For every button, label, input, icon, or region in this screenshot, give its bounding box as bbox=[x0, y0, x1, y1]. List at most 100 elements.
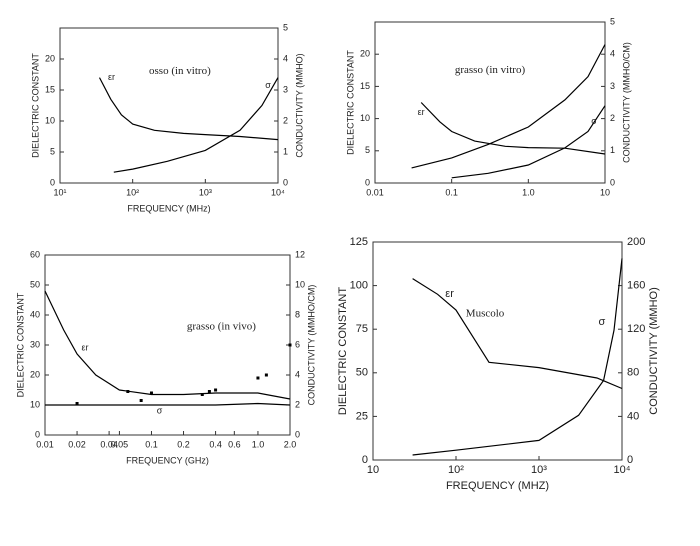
data-line bbox=[45, 402, 291, 406]
y2-tick-label: 8 bbox=[295, 309, 300, 319]
y-tick-label: 0 bbox=[50, 177, 55, 187]
data-point bbox=[214, 388, 218, 392]
x-tick-label: 0.6 bbox=[228, 439, 241, 449]
series-label: εr bbox=[108, 72, 115, 82]
y-axis-label: DIELECTRIC CONSTANT bbox=[30, 53, 40, 158]
x-tick-label: 1.0 bbox=[522, 187, 535, 197]
y-tick-label: 100 bbox=[350, 280, 368, 292]
y-tick-label: 20 bbox=[45, 53, 55, 63]
x-axis-label: FREQUENCY (GHz) bbox=[126, 455, 209, 465]
y-tick-label: 0 bbox=[365, 177, 370, 187]
plot-frame bbox=[374, 21, 606, 184]
x-tick-label: 0.2 bbox=[177, 439, 190, 449]
y-tick-label: 125 bbox=[350, 236, 368, 248]
y-tick-label: 75 bbox=[356, 323, 368, 335]
y-tick-label: 50 bbox=[356, 367, 368, 379]
x-tick-label: 10⁴ bbox=[271, 187, 285, 197]
y2-tick-label: 80 bbox=[627, 367, 639, 379]
y-tick-label: 15 bbox=[360, 81, 370, 91]
series-label: σ bbox=[591, 116, 597, 126]
x-axis-label: FREQUENCY (MHz) bbox=[127, 203, 210, 213]
data-point bbox=[207, 390, 211, 393]
series-label: εr bbox=[418, 107, 425, 117]
y2-tick-label: 10 bbox=[295, 279, 305, 289]
y2-tick-label: 4 bbox=[295, 369, 300, 379]
y2-tick-label: 0 bbox=[283, 177, 288, 187]
y2-tick-label: 5 bbox=[610, 16, 615, 26]
y-tick-label: 25 bbox=[356, 410, 368, 422]
y2-axis-label: CONDUCTIVITY (MMHO) bbox=[648, 287, 660, 415]
data-point bbox=[200, 393, 204, 396]
y2-tick-label: 4 bbox=[610, 49, 615, 59]
x-tick-label: 10⁴ bbox=[614, 464, 631, 476]
data-point bbox=[126, 390, 130, 393]
y2-tick-label: 3 bbox=[283, 84, 288, 94]
y2-tick-label: 4 bbox=[283, 53, 288, 63]
y2-tick-label: 160 bbox=[627, 280, 645, 292]
data-line bbox=[113, 77, 279, 173]
data-line bbox=[44, 290, 291, 400]
data-line bbox=[98, 77, 279, 141]
x-tick-label: 0.04 bbox=[100, 439, 118, 449]
series-label: εr bbox=[445, 288, 454, 300]
x-tick-label: 0.02 bbox=[68, 439, 86, 449]
y2-tick-label: 6 bbox=[295, 339, 300, 349]
data-point bbox=[288, 343, 292, 347]
x-tick-label: 0.01 bbox=[36, 439, 54, 449]
x-axis-label: FREQUENCY (MHZ) bbox=[446, 480, 549, 492]
x-tick-label: 1.0 bbox=[252, 439, 265, 449]
y-tick-label: 50 bbox=[30, 279, 40, 289]
series-label: σ bbox=[265, 80, 271, 90]
y-tick-label: 40 bbox=[30, 309, 40, 319]
y2-axis-label: CONDUCTIVITY (MMHO/CM) bbox=[621, 42, 631, 163]
x-tick-label: 10 bbox=[600, 187, 610, 197]
x-tick-label: 0.01 bbox=[366, 187, 384, 197]
y2-tick-label: 0 bbox=[610, 177, 615, 187]
data-line bbox=[411, 44, 606, 169]
y2-tick-label: 1 bbox=[610, 145, 615, 155]
x-tick-label: 0.05 bbox=[111, 439, 129, 449]
y-tick-label: 15 bbox=[45, 84, 55, 94]
series-label: σ bbox=[599, 316, 606, 328]
x-tick-label: 10 bbox=[367, 464, 379, 476]
data-point bbox=[139, 399, 143, 402]
y2-tick-label: 1 bbox=[283, 146, 288, 156]
x-tick-label: 2.0 bbox=[284, 439, 297, 449]
data-point bbox=[256, 376, 260, 380]
chart-title: grasso (in vivo) bbox=[187, 321, 256, 333]
y2-axis-label: CONDUCTIVITY (MMHO/CM) bbox=[306, 285, 316, 406]
y2-axis-label: CONDUCTIVITY (MMHO) bbox=[294, 53, 304, 157]
y-tick-label: 5 bbox=[50, 146, 55, 156]
y-tick-label: 5 bbox=[365, 145, 370, 155]
y-tick-label: 30 bbox=[30, 339, 40, 349]
data-line bbox=[412, 278, 623, 390]
y2-tick-label: 0 bbox=[627, 454, 633, 466]
y-tick-label: 60 bbox=[30, 249, 40, 259]
y2-tick-label: 2 bbox=[283, 115, 288, 125]
series-label: σ bbox=[157, 405, 163, 415]
x-tick-label: 10³ bbox=[199, 187, 212, 197]
plot-frame bbox=[59, 27, 279, 184]
series-label: εr bbox=[82, 342, 89, 352]
data-line bbox=[420, 102, 606, 155]
y-tick-label: 10 bbox=[45, 115, 55, 125]
y2-tick-label: 2 bbox=[295, 399, 300, 409]
y-axis-label: DIELECTRIC CONSTANT bbox=[15, 292, 25, 397]
data-point bbox=[149, 391, 153, 395]
data-point bbox=[264, 373, 268, 377]
y-tick-label: 10 bbox=[30, 399, 40, 409]
chart-title: Muscolo bbox=[466, 307, 505, 319]
y2-tick-label: 200 bbox=[627, 236, 645, 248]
y-axis-label: DIELECTRIC CONSTANT bbox=[345, 50, 355, 155]
data-point bbox=[75, 402, 79, 405]
data-line bbox=[451, 105, 606, 179]
x-tick-label: 10² bbox=[448, 464, 464, 476]
data-line bbox=[412, 258, 623, 456]
x-tick-label: 10² bbox=[126, 187, 139, 197]
x-tick-label: 10³ bbox=[531, 464, 547, 476]
y2-tick-label: 2 bbox=[610, 113, 615, 123]
y2-tick-label: 5 bbox=[283, 22, 288, 32]
y-axis-label: DIELECTRIC CONSTANT bbox=[337, 287, 349, 415]
y-tick-label: 20 bbox=[360, 49, 370, 59]
